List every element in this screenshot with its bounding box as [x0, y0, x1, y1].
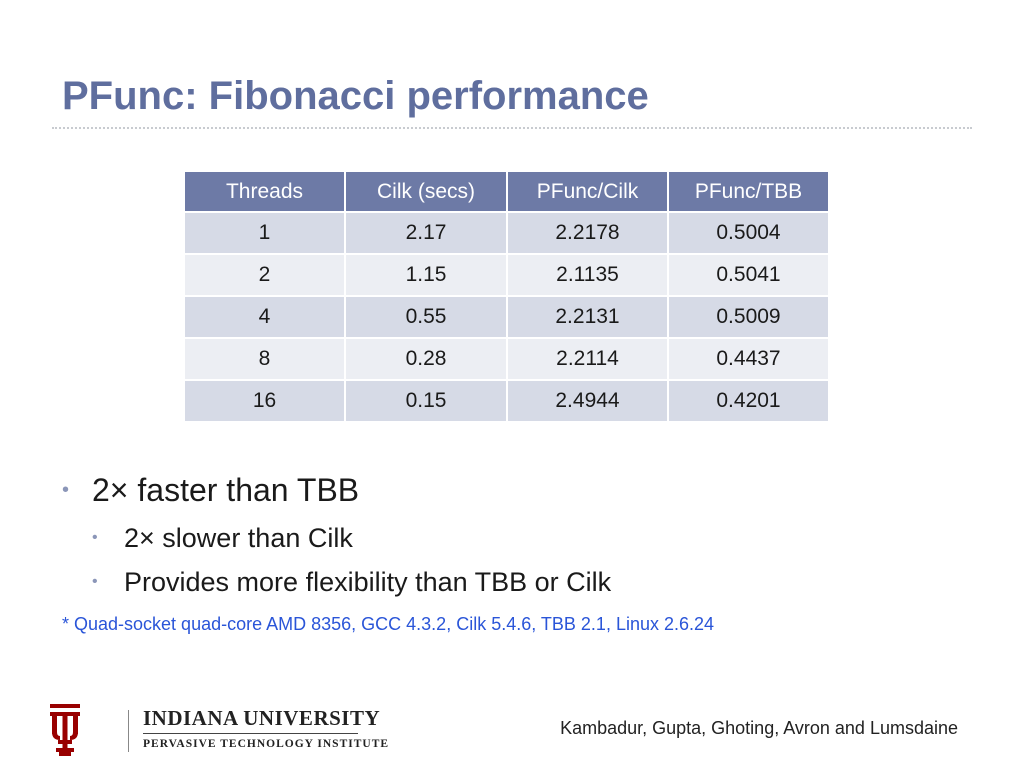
table-row: 1 2.17 2.2178 0.5004 [183, 211, 830, 255]
table-cell: 0.15 [344, 379, 508, 423]
table-cell: 1.15 [344, 253, 508, 297]
table-row: 2 1.15 2.1135 0.5041 [183, 253, 830, 297]
column-header-pfunc-cilk: PFunc/Cilk [506, 170, 669, 213]
table-cell: 0.4437 [667, 337, 830, 381]
footer-authors: Kambadur, Gupta, Ghoting, Avron and Lums… [560, 718, 958, 738]
sub-bullet-text: Provides more flexibility than TBB or Ci… [124, 567, 612, 597]
bullet-dot-icon: • [62, 479, 70, 501]
column-header-threads: Threads [183, 170, 346, 213]
table-cell: 4 [183, 295, 346, 339]
table-cell: 0.5004 [667, 211, 830, 255]
table-header-row: Threads Cilk (secs) PFunc/Cilk PFunc/TBB [183, 170, 830, 213]
table-cell: 0.5041 [667, 253, 830, 297]
slide-title: PFunc: Fibonacci performance [62, 74, 649, 118]
table-cell: 2.17 [344, 211, 508, 255]
performance-table: Threads Cilk (secs) PFunc/Cilk PFunc/TBB… [183, 170, 830, 423]
table-cell: 2.2178 [506, 211, 669, 255]
bullet-text: 2× faster than TBB [92, 472, 360, 508]
sub-bullet-text: 2× slower than Cilk [124, 523, 353, 553]
table-cell: 16 [183, 379, 346, 423]
table-cell: 8 [183, 337, 346, 381]
table-row: 16 0.15 2.4944 0.4201 [183, 379, 830, 423]
indiana-university-logo: INDIANA UNIVERSITY PERVASIVE TECHNOLOGY … [50, 700, 388, 758]
logo-rule [143, 733, 358, 734]
table-cell: 2.4944 [506, 379, 669, 423]
table-cell: 2 [183, 253, 346, 297]
logo-university-name: INDIANA UNIVERSITY [143, 706, 381, 730]
table-cell: 0.5009 [667, 295, 830, 339]
table-cell: 2.2114 [506, 337, 669, 381]
table-row: 8 0.28 2.2114 0.4437 [183, 337, 830, 381]
table-cell: 2.1135 [506, 253, 669, 297]
table-cell: 0.28 [344, 337, 508, 381]
sub-bullet-item: • 2× slower than Cilk [62, 516, 611, 560]
title-divider [52, 127, 972, 129]
footnote: * Quad-socket quad-core AMD 8356, GCC 4.… [62, 614, 715, 634]
table-cell: 1 [183, 211, 346, 255]
bullet-list: • 2× faster than TBB • 2× slower than Ci… [62, 470, 611, 604]
bullet-dot-icon: • [92, 573, 98, 590]
logo-institute-name: PERVASIVE TECHNOLOGY INSTITUTE [143, 738, 390, 750]
column-header-cilk-secs: Cilk (secs) [344, 170, 508, 213]
table-cell: 2.2131 [506, 295, 669, 339]
table-cell: 0.4201 [667, 379, 830, 423]
sub-bullet-item: • Provides more flexibility than TBB or … [62, 560, 611, 604]
logo-divider [128, 710, 129, 752]
iu-trident-icon [50, 704, 80, 756]
table-row: 4 0.55 2.2131 0.5009 [183, 295, 830, 339]
table-cell: 0.55 [344, 295, 508, 339]
bullet-item: • 2× faster than TBB [62, 470, 611, 510]
column-header-pfunc-tbb: PFunc/TBB [667, 170, 830, 213]
bullet-dot-icon: • [92, 529, 98, 546]
